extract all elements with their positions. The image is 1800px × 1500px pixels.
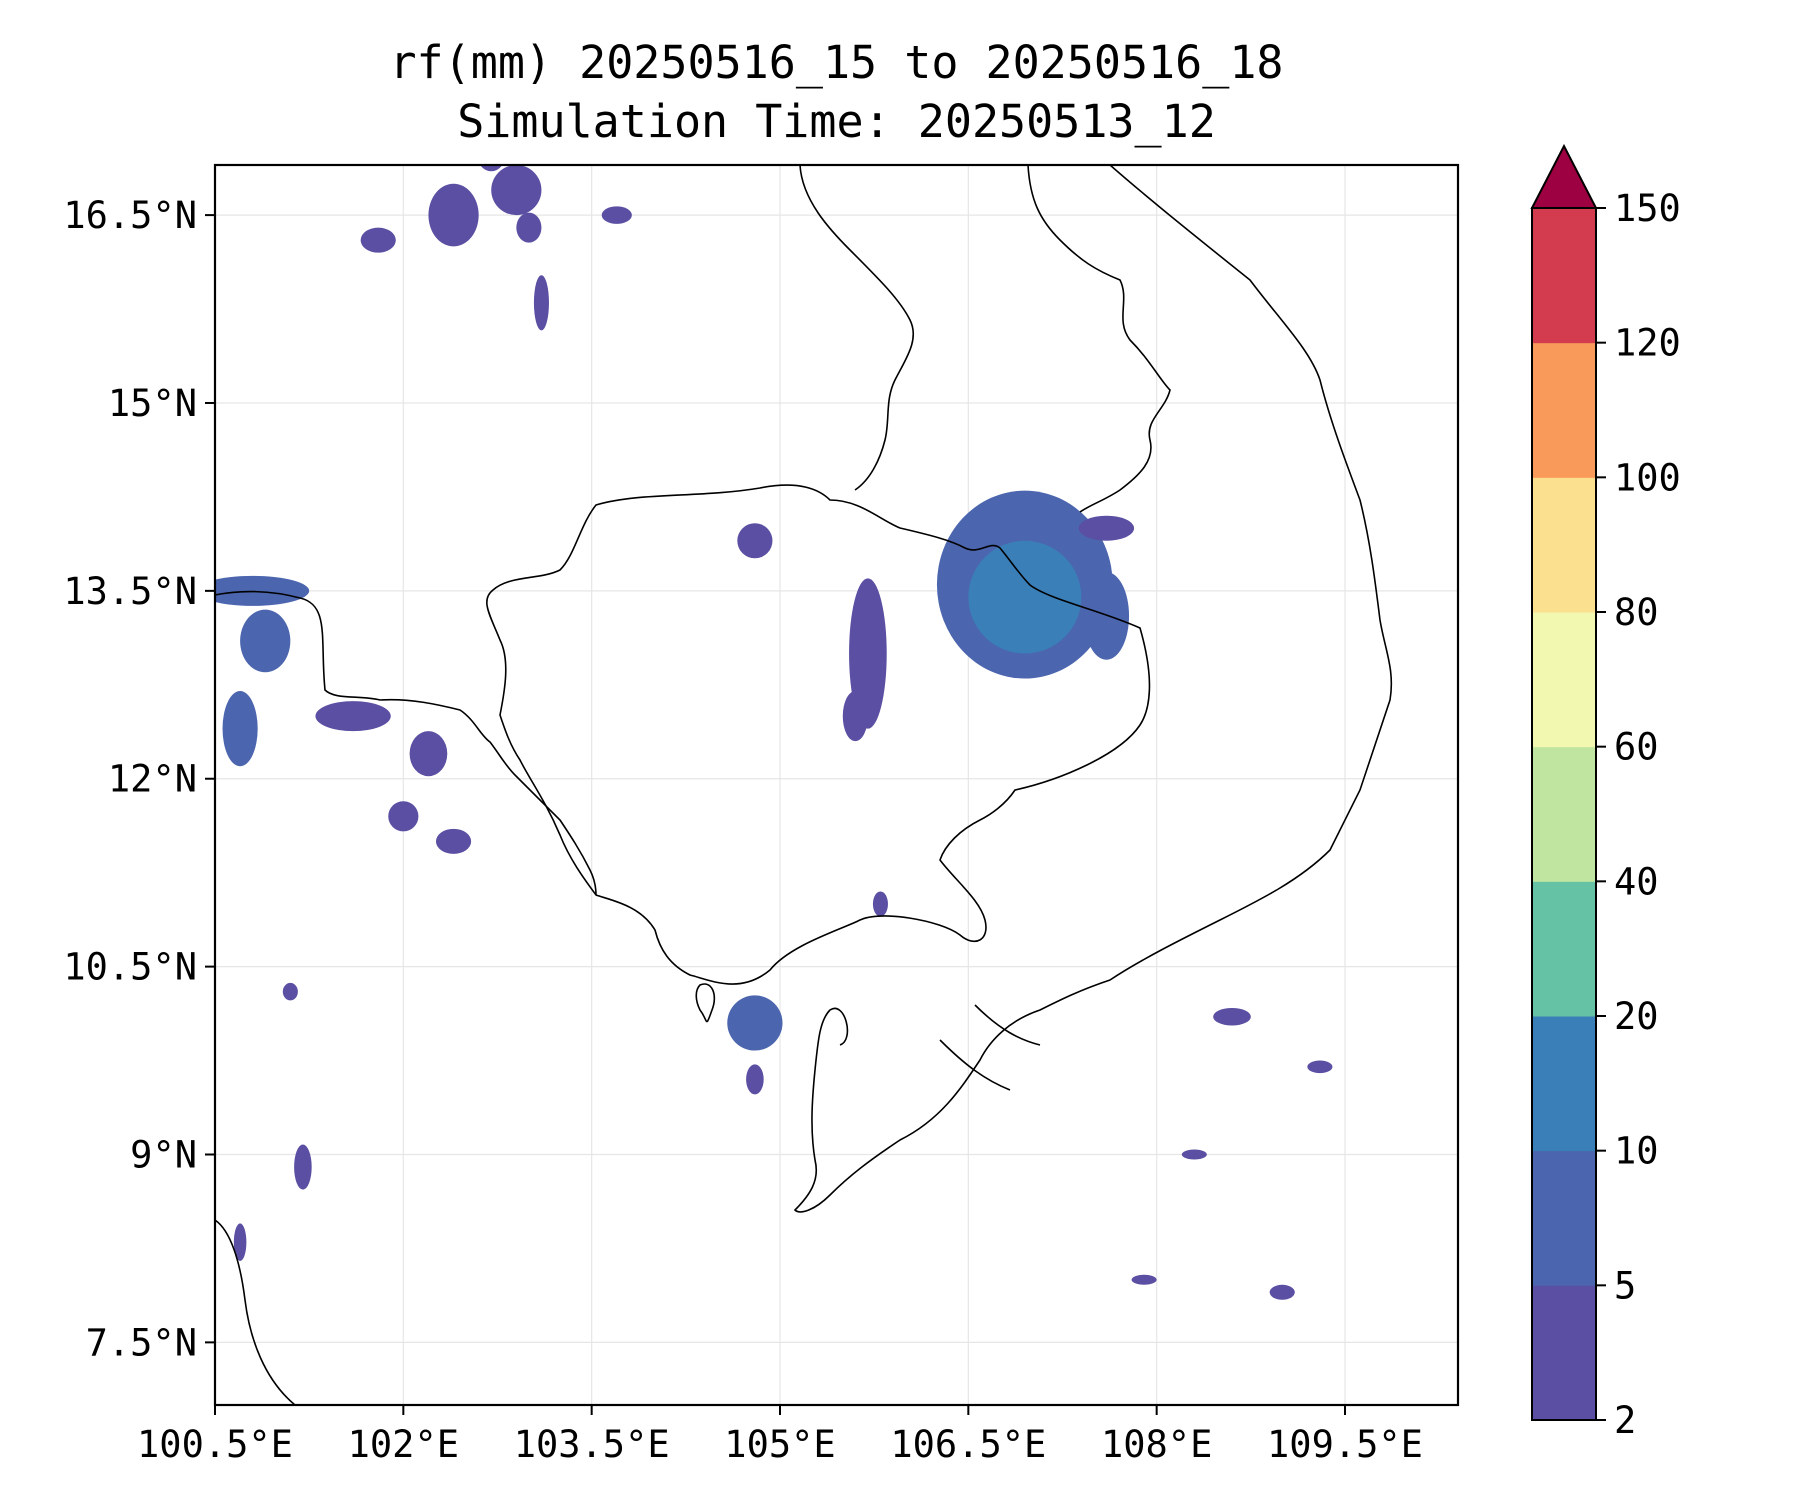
rain-cell-phu-quoc-cell	[727, 995, 783, 1051]
rain-cell-sea-cell-a	[1213, 1007, 1251, 1026]
map-frame	[213, 163, 1460, 1407]
colorbar-label: 150	[1614, 187, 1681, 230]
colorbar-label: 60	[1614, 726, 1659, 769]
lat-tick-label: 13.5°N	[63, 570, 197, 613]
lon-tick-label: 106.5°E	[890, 1423, 1046, 1466]
rain-cell-laos-nw-e	[360, 227, 396, 253]
colorbar-label: 120	[1614, 322, 1681, 365]
rain-cell-cambodia-north-cell	[737, 523, 773, 559]
thailand-gulf-coast	[215, 590, 597, 896]
rain-cell-laos-top-b	[601, 206, 632, 224]
lon-tick-label: 105°E	[724, 1423, 835, 1466]
rain-cell-cambodia-ne-band-south	[842, 691, 868, 742]
malay-coast	[215, 1219, 296, 1405]
lon-tick-label: 100.5°E	[137, 1423, 293, 1466]
rain-cell-central-highlands-ne	[1078, 515, 1135, 541]
rain-cell-laos-top-a	[479, 165, 503, 172]
longitude-axis: 100.5°E 102°E 103.5°E 105°E 106.5°E 108°E 109.…	[137, 1405, 1423, 1466]
colorbar-segment	[1532, 746, 1596, 882]
colorbar-label: 100	[1614, 456, 1681, 499]
rain-cell-gulf-thailand-west	[215, 575, 310, 606]
lat-tick-label: 15°N	[108, 382, 197, 425]
rain-cell-sea-cell-f	[282, 982, 298, 1001]
colorbar-segment	[1532, 208, 1596, 344]
rainfall-contours	[215, 165, 1333, 1300]
rain-cell-phu-quoc-south	[746, 1064, 764, 1095]
colorbar-segment	[1532, 881, 1596, 1017]
coastlines-borders	[215, 165, 1393, 1405]
rain-cell-gulf-cell-b	[435, 828, 472, 854]
colorbar-label: 20	[1614, 995, 1659, 1038]
lat-tick-label: 9°N	[130, 1133, 197, 1176]
colorbar-label: 2	[1614, 1399, 1636, 1442]
mekong-delta-a	[974, 1004, 1041, 1046]
colorbar-label: 10	[1614, 1130, 1659, 1173]
lon-tick-label: 103.5°E	[514, 1423, 670, 1466]
rain-cell-cambodia-ne-band	[849, 578, 887, 729]
map-title: rf(mm) 20250516_15 to 20250516_18	[389, 36, 1284, 89]
lat-tick-label: 12°N	[108, 758, 197, 801]
map-subtitle: Simulation Time: 20250513_12	[457, 95, 1216, 148]
laos-vietnam-border	[1027, 165, 1171, 513]
rain-cell-gulf-cell-a	[388, 801, 419, 832]
vietnam-coast	[793, 165, 1393, 1213]
colorbar-frame	[1531, 207, 1597, 1421]
rain-cell-laos-nw-d	[516, 212, 542, 243]
colorbar-segment	[1532, 1285, 1596, 1421]
colorbar-label: 80	[1614, 591, 1659, 634]
colorbar-segment	[1532, 342, 1596, 478]
rain-cell-andaman-cell-b	[233, 1223, 247, 1261]
rain-cell-thailand-coast-b	[409, 731, 448, 777]
colorbar-segment	[1532, 1016, 1596, 1152]
rain-cell-sea-cell-g	[872, 891, 888, 917]
gridlines	[214, 165, 1458, 1405]
colorbar-segment	[1532, 477, 1596, 613]
rain-cell-thailand-coast-a	[315, 701, 391, 732]
latitude-axis: 7.5°N 9°N 10.5°N 12°N 13.5°N 15°N 16.5°N	[63, 194, 215, 1364]
rain-cell-sea-cell-e	[1131, 1274, 1157, 1285]
rain-cell-laos-nw-c	[533, 275, 549, 331]
colorbar-extend-arrow	[1530, 143, 1598, 209]
rain-cell-thailand-east-a	[240, 609, 291, 673]
colorbar-segment	[1532, 1150, 1596, 1286]
colorbar-label: 5	[1614, 1264, 1636, 1307]
rain-cell-central-highlands-core	[968, 540, 1082, 654]
lat-tick-label: 10.5°N	[63, 946, 197, 989]
lon-tick-label: 109.5°E	[1267, 1423, 1423, 1466]
rain-cell-laos-nw-a	[428, 183, 479, 247]
rain-cell-laos-nw-b	[491, 165, 542, 216]
rain-cell-sea-cell-c	[1269, 1284, 1295, 1300]
lat-tick-label: 7.5°N	[86, 1321, 197, 1364]
rain-cell-sea-cell-d	[1181, 1149, 1207, 1160]
phu-quoc-island	[695, 983, 716, 1023]
lon-tick-label: 102°E	[348, 1423, 459, 1466]
colorbar: 2 5 10 20 40 60 80 100 120 150	[1530, 143, 1681, 1442]
colorbar-label: 40	[1614, 860, 1659, 903]
thailand-laos-border	[799, 165, 915, 491]
rain-cell-thailand-east-b	[222, 691, 258, 767]
cambodia-border	[486, 484, 1151, 985]
colorbar-segment	[1532, 612, 1596, 748]
rain-cell-andaman-cell-a	[294, 1144, 312, 1190]
rain-cell-sea-cell-b	[1307, 1060, 1333, 1074]
lon-tick-label: 108°E	[1101, 1423, 1212, 1466]
mekong-delta-b	[939, 1039, 1011, 1091]
lat-tick-label: 16.5°N	[63, 194, 197, 237]
